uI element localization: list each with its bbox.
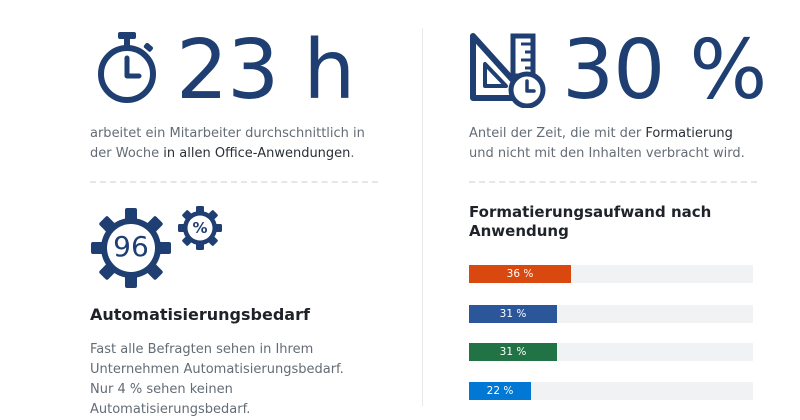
gear-percent-symbol: % — [192, 219, 208, 237]
right-separator — [469, 181, 757, 183]
automation-title: Automatisierungsbedarf — [90, 305, 310, 324]
hours-description: arbeitet ein Mitarbeiter durchschnittlic… — [90, 124, 380, 164]
percent-value: 30 % — [562, 23, 767, 118]
bar: 36 % — [469, 265, 571, 283]
gear-96-icon — [91, 208, 171, 288]
hours-text-highlight: in allen Office-Anwendungen — [163, 146, 351, 161]
bar: 31 % — [469, 343, 557, 361]
percent-description: Anteil der Zeit, die mit der Formatierun… — [469, 124, 759, 164]
bar: 22 % — [469, 382, 531, 400]
hours-value: 23 h — [176, 23, 355, 118]
percent-text-highlight: Formatierung — [645, 126, 733, 141]
ruler-triangle-clock-icon — [470, 33, 546, 108]
bar-track: 22 % — [469, 382, 753, 400]
automation-description: Fast alle Befragten sehen in Ihrem Unter… — [90, 342, 344, 417]
bar: 31 % — [469, 305, 557, 323]
stopwatch-icon — [98, 32, 156, 103]
gear-96-value: 96 — [113, 230, 149, 263]
percent-text-1: Anteil der Zeit, die mit der — [469, 126, 646, 141]
left-separator — [90, 181, 378, 183]
gear-percent-icon — [178, 206, 222, 250]
chart-title: Formatierungsaufwand nach Anwendung — [469, 203, 712, 240]
hours-text-1: arbeitet ein Mitarbeiter durchschnittlic… — [90, 126, 365, 161]
hours-text-2: . — [350, 146, 355, 161]
bar-track: 31 % — [469, 343, 753, 361]
column-divider — [422, 28, 423, 406]
bar-track: 36 % — [469, 265, 753, 283]
percent-text-2: und nicht mit den Inhalten verbracht wir… — [469, 146, 745, 161]
bar-track: 31 % — [469, 305, 753, 323]
